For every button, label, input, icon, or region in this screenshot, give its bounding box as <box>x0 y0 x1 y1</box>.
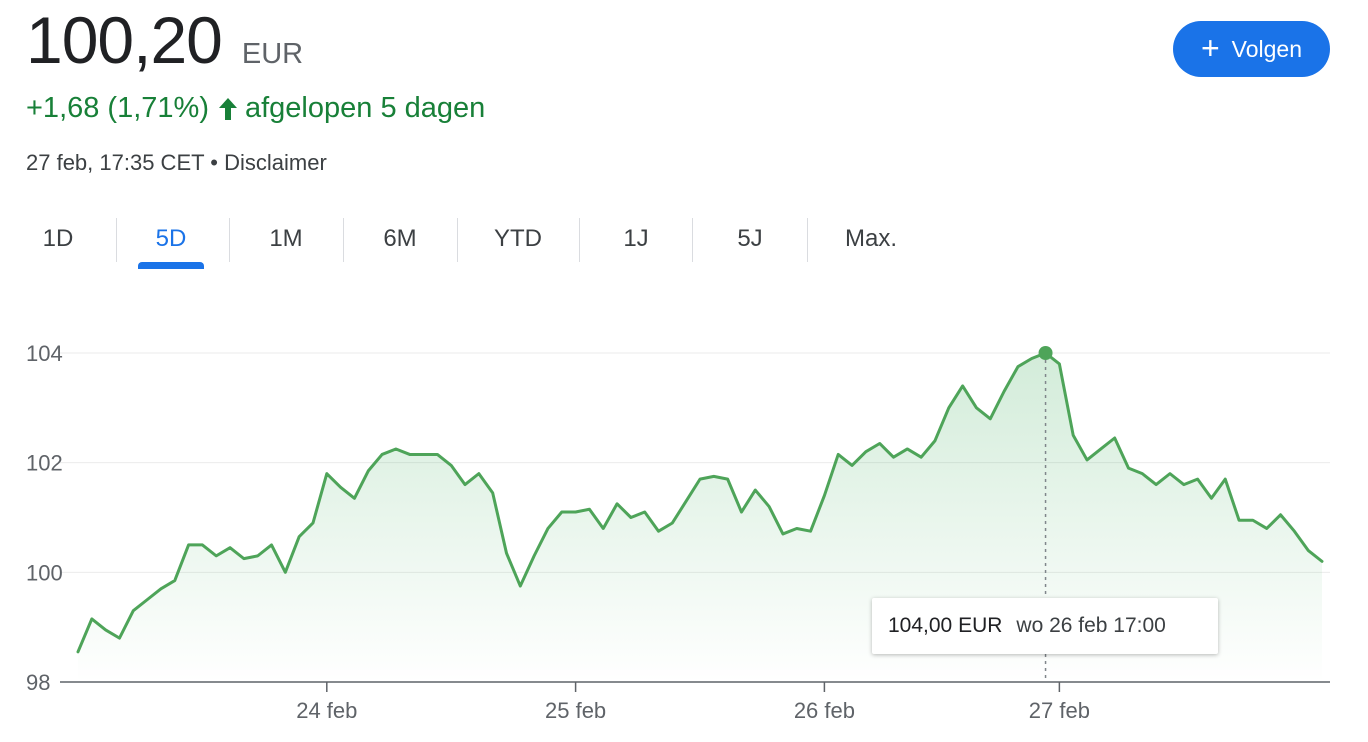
x-tick-label: 24 feb <box>296 698 357 723</box>
plus-icon: + <box>1200 29 1220 66</box>
hover-point <box>1038 346 1053 360</box>
change-value: +1,68 (1,71%) <box>26 92 209 124</box>
currency-label: EUR <box>241 38 304 70</box>
tab-6m[interactable]: 6M <box>383 225 417 252</box>
timestamp: 27 feb, 17:35 CET <box>26 150 205 175</box>
current-price: 100,20 <box>26 3 223 77</box>
tab-divider <box>116 218 117 262</box>
price-change: +1,68 (1,71%) afgelopen 5 dagen <box>26 92 485 125</box>
change-period: afgelopen 5 dagen <box>244 92 486 124</box>
timestamp-row: 27 feb, 17:35 CET • Disclaimer <box>26 150 327 176</box>
y-tick-label: 104 <box>26 341 63 366</box>
follow-button[interactable]: + Volgen <box>1173 21 1330 77</box>
price-header: 100,20 EUR <box>26 2 303 78</box>
tab-1j[interactable]: 1J <box>623 225 649 252</box>
y-axis-labels: 98 100 102 104 <box>26 341 63 695</box>
price-line <box>76 351 1324 654</box>
x-tick-label: 27 feb <box>1029 698 1090 723</box>
tab-5d[interactable]: 5D <box>155 225 187 252</box>
tab-max[interactable]: Max. <box>844 225 897 252</box>
tab-divider <box>229 218 230 262</box>
tab-1d[interactable]: 1D <box>42 225 74 252</box>
tab-5j[interactable]: 5J <box>737 225 763 252</box>
x-tick-label: 26 feb <box>794 698 855 723</box>
tab-divider <box>343 218 344 262</box>
tooltip-value: 104,00 EUR <box>888 614 1003 637</box>
tab-divider <box>457 218 458 262</box>
x-axis: 24 feb 25 feb 26 feb 27 feb <box>296 682 1090 723</box>
tab-divider <box>692 218 693 262</box>
follow-label: Volgen <box>1231 35 1303 62</box>
y-tick-label: 98 <box>26 670 50 695</box>
arrow-up-icon <box>218 97 237 120</box>
disclaimer-link[interactable]: Disclaimer <box>224 150 327 175</box>
tab-divider <box>807 218 808 262</box>
tab-divider <box>579 218 580 262</box>
separator-dot: • <box>210 150 218 175</box>
chart-tooltip: 104,00 EUR wo 26 feb 17:00 <box>872 598 1218 654</box>
tab-ytd[interactable]: YTD <box>494 225 542 252</box>
y-tick-label: 100 <box>26 560 63 585</box>
active-tab-indicator <box>138 262 204 269</box>
x-tick-label: 25 feb <box>545 698 606 723</box>
y-tick-label: 102 <box>26 451 63 476</box>
tab-1m[interactable]: 1M <box>269 225 303 252</box>
tooltip-datetime: wo 26 feb 17:00 <box>1016 614 1166 637</box>
